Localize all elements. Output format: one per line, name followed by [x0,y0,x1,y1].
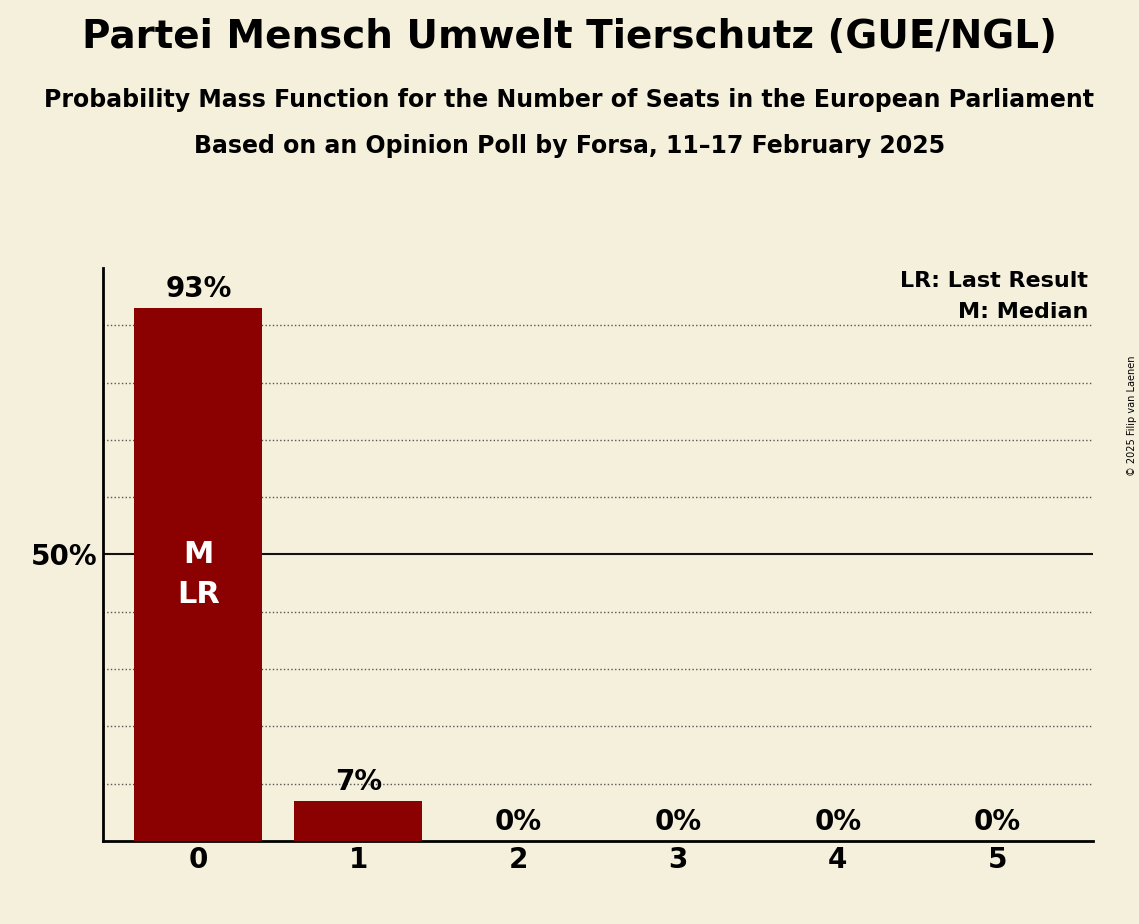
Text: 0%: 0% [494,808,542,836]
Bar [294,801,423,841]
Text: Partei Mensch Umwelt Tierschutz (GUE/NGL): Partei Mensch Umwelt Tierschutz (GUE/NGL… [82,18,1057,56]
Text: 93%: 93% [165,275,231,303]
Bar [134,308,262,841]
Text: M: Median: M: Median [958,302,1089,322]
Text: 0%: 0% [814,808,861,836]
Text: 7%: 7% [335,768,382,796]
Text: © 2025 Filip van Laenen: © 2025 Filip van Laenen [1126,356,1137,476]
Text: 0%: 0% [654,808,702,836]
Text: LR: Last Result: LR: Last Result [901,271,1089,291]
Text: 0%: 0% [974,808,1021,836]
Text: M
LR: M LR [177,540,220,609]
Text: Based on an Opinion Poll by Forsa, 11–17 February 2025: Based on an Opinion Poll by Forsa, 11–17… [194,134,945,158]
Text: Probability Mass Function for the Number of Seats in the European Parliament: Probability Mass Function for the Number… [44,88,1095,112]
